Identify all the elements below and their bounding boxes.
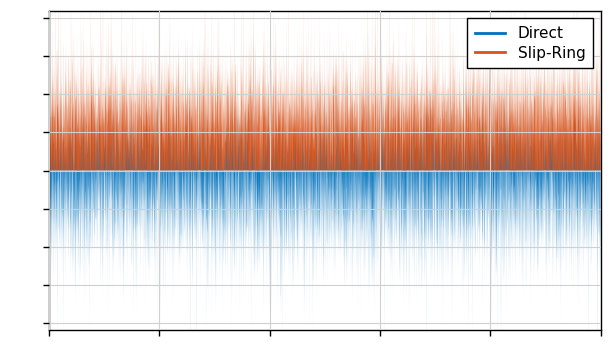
Legend: Direct, Slip-Ring: Direct, Slip-Ring: [467, 18, 593, 68]
